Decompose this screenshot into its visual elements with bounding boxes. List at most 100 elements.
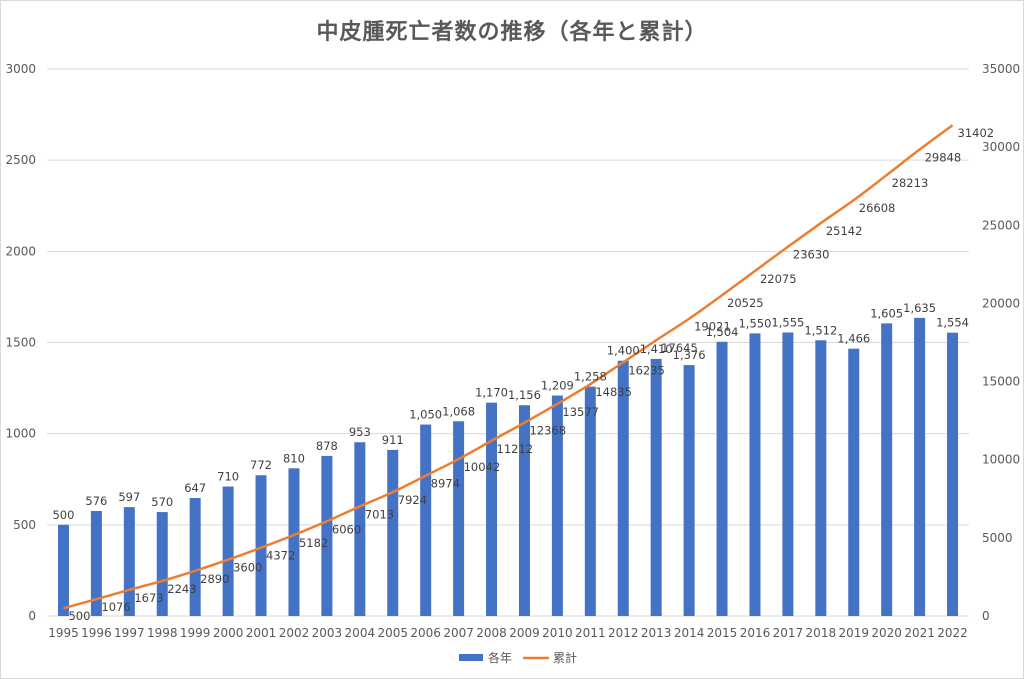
bar-data-label: 810	[283, 451, 305, 465]
bar-data-label: 911	[382, 433, 404, 447]
bar-data-label: 500	[52, 508, 74, 522]
bar	[518, 405, 530, 616]
bar	[321, 455, 333, 616]
x-tick-label: 2007	[443, 626, 474, 640]
bar	[947, 332, 959, 616]
x-tick-label: 2011	[575, 626, 606, 640]
legend-label-line: 累計	[553, 650, 577, 665]
y-right-tick-label: 10000	[982, 453, 1020, 467]
bar-data-label: 1,209	[541, 379, 574, 393]
x-tick-label: 1997	[114, 626, 145, 640]
bar-data-label: 1,466	[837, 332, 870, 346]
y-left-tick-label: 2500	[5, 153, 36, 167]
bar	[584, 386, 596, 616]
bar-data-label: 647	[184, 481, 206, 495]
line-data-label: 13577	[562, 405, 599, 419]
bar-data-label: 1,554	[936, 316, 969, 330]
axes: 0500100015002000250030000500010000150002…	[5, 62, 1020, 640]
bar	[848, 348, 860, 616]
bar	[222, 486, 234, 616]
line-data-label: 29848	[925, 151, 962, 165]
bar	[387, 449, 399, 616]
bar	[683, 365, 695, 616]
y-right-tick-label: 15000	[982, 375, 1020, 389]
bar-data-label: 772	[250, 458, 272, 472]
x-tick-label: 1998	[147, 626, 178, 640]
line-data-label: 12368	[529, 424, 566, 438]
line-data-label: 1673	[134, 591, 163, 605]
bar	[881, 323, 893, 616]
line-data-label: 8974	[431, 477, 460, 491]
bar-data-label: 1,050	[409, 408, 442, 422]
line-data-label: 31402	[958, 126, 995, 140]
x-tick-label: 2004	[345, 626, 376, 640]
bar-data-label: 1,504	[706, 325, 739, 339]
x-tick-label: 2003	[312, 626, 343, 640]
bar	[354, 442, 366, 616]
line-data-label: 1076	[101, 600, 130, 614]
bar	[123, 507, 135, 616]
bar	[420, 424, 432, 616]
bar-data-label: 1,068	[442, 404, 475, 418]
y-left-tick-label: 2000	[5, 244, 36, 258]
bar-data-label: 878	[316, 439, 338, 453]
x-tick-label: 1999	[180, 626, 211, 640]
line-series	[63, 124, 954, 610]
cumulative-line	[63, 124, 954, 610]
line-data-label: 10042	[464, 460, 501, 474]
line-data-label: 26608	[859, 201, 896, 215]
bar-data-label: 1,376	[673, 348, 706, 362]
x-tick-label: 2005	[377, 626, 408, 640]
line-data-label: 17645	[661, 341, 698, 355]
y-left-tick-label: 1500	[5, 336, 36, 350]
x-tick-label: 2013	[641, 626, 672, 640]
bar	[815, 340, 827, 616]
line-data-label: 2243	[167, 582, 196, 596]
x-tick-label: 2014	[674, 626, 705, 640]
bar	[453, 421, 465, 616]
bar-data-label: 570	[151, 495, 173, 509]
bar-data-label: 1,555	[771, 315, 804, 329]
y-left-tick-label: 500	[13, 518, 36, 532]
bar-data-label: 1,170	[475, 386, 508, 400]
bar-data-label: 1,635	[903, 301, 936, 315]
x-tick-label: 2001	[246, 626, 277, 640]
x-tick-label: 2018	[806, 626, 837, 640]
y-right-tick-label: 20000	[982, 296, 1020, 310]
line-data-label: 20525	[727, 296, 764, 310]
line-data-label: 3600	[233, 561, 262, 575]
bar-data-label: 1,156	[508, 388, 541, 402]
line-data-label: 23630	[793, 248, 830, 262]
x-tick-label: 2008	[476, 626, 507, 640]
bar-data-label: 1,258	[574, 370, 607, 384]
y-left-tick-label: 3000	[5, 62, 36, 76]
line-data-label: 11212	[497, 442, 534, 456]
bar	[716, 341, 728, 616]
x-tick-label: 2006	[410, 626, 441, 640]
x-tick-label: 2021	[904, 626, 935, 640]
bar	[617, 360, 629, 616]
line-data-label: 19021	[694, 320, 731, 334]
x-tick-label: 1995	[48, 626, 79, 640]
x-tick-label: 2009	[509, 626, 540, 640]
gridlines	[47, 68, 969, 617]
line-data-label: 2890	[200, 572, 229, 586]
bar	[57, 524, 69, 616]
legend-label-bar: 各年	[488, 650, 512, 665]
legend: 各年 累計	[459, 650, 577, 665]
x-tick-label: 2012	[608, 626, 639, 640]
y-right-tick-label: 25000	[982, 218, 1020, 232]
x-tick-label: 2019	[838, 626, 869, 640]
line-data-label: 6060	[332, 522, 361, 536]
line-data-label: 14835	[595, 385, 632, 399]
bar-data-label: 710	[217, 470, 239, 484]
bar-data-label: 1,550	[738, 316, 771, 330]
y-right-tick-label: 35000	[982, 62, 1020, 76]
bar	[156, 512, 168, 616]
bar	[551, 395, 563, 616]
bar	[914, 317, 926, 616]
bar-data-label: 1,512	[804, 323, 837, 337]
y-right-tick-label: 30000	[982, 140, 1020, 154]
